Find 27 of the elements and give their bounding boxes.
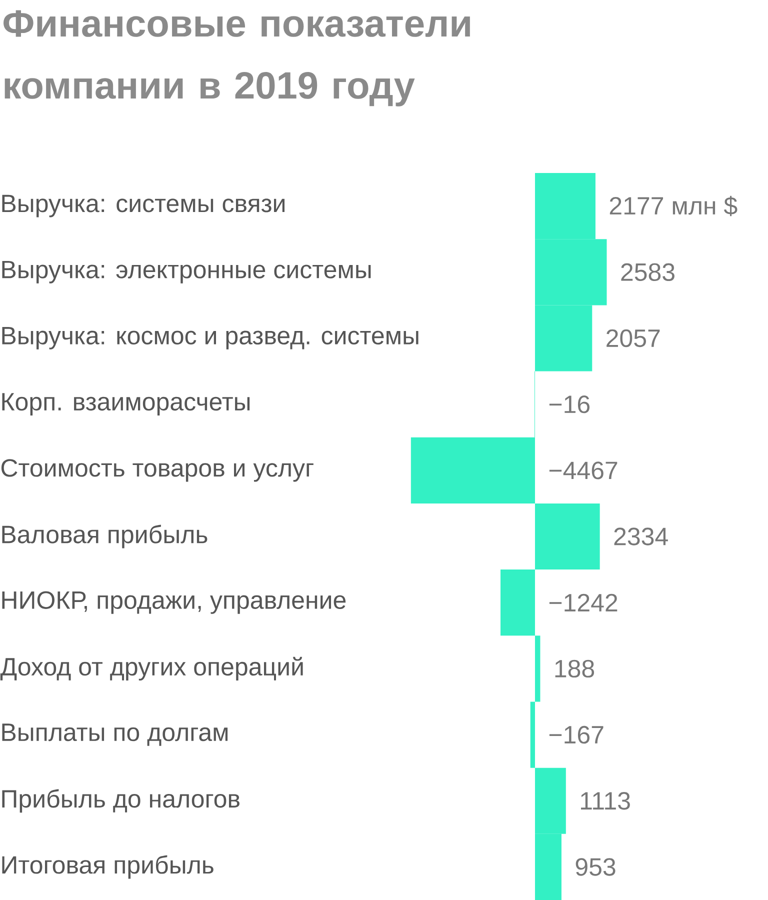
data-label: 2334 [614,528,668,546]
data-label: 2177 млн $ [610,196,738,216]
bar [530,702,535,768]
y-tick-label: Выручка: системы связи [2,194,284,218]
data-label: 188 [555,660,594,678]
y-tick-label: Выручка: космос и развед. системы [2,327,418,350]
bar [534,503,600,570]
y-tick-label: Выплаты по долгам [2,724,228,746]
y-tick-label: Выручка: электронные системы [2,260,371,284]
y-tick-label: Корп. взаиморасчеты [2,393,250,416]
y-tick-label: Стоимость товаров и услуг [1,459,314,482]
y-tick-label: НИОКР, продажи, управление [2,591,346,614]
bar [500,570,535,636]
chart-title: Финансовые показатели компании в 2019 году [4,10,470,106]
y-tick-label: Итоговая прибыль [2,855,214,879]
y-tick-label: Прибыль до налогов [2,789,240,813]
data-label: 1113 [581,792,630,810]
data-label: 953 [576,858,616,876]
data-label: −16 [549,395,590,414]
data-label: 2583 [621,263,674,281]
bar [534,636,540,702]
y-tick-label: Доход от других операций [0,656,303,681]
data-label: −4467 [549,462,618,480]
data-label: −1242 [549,594,618,612]
data-label: 2057 [606,329,660,348]
y-tick-label: Валовая прибыль [2,524,208,548]
data-label: −167 [549,726,604,744]
